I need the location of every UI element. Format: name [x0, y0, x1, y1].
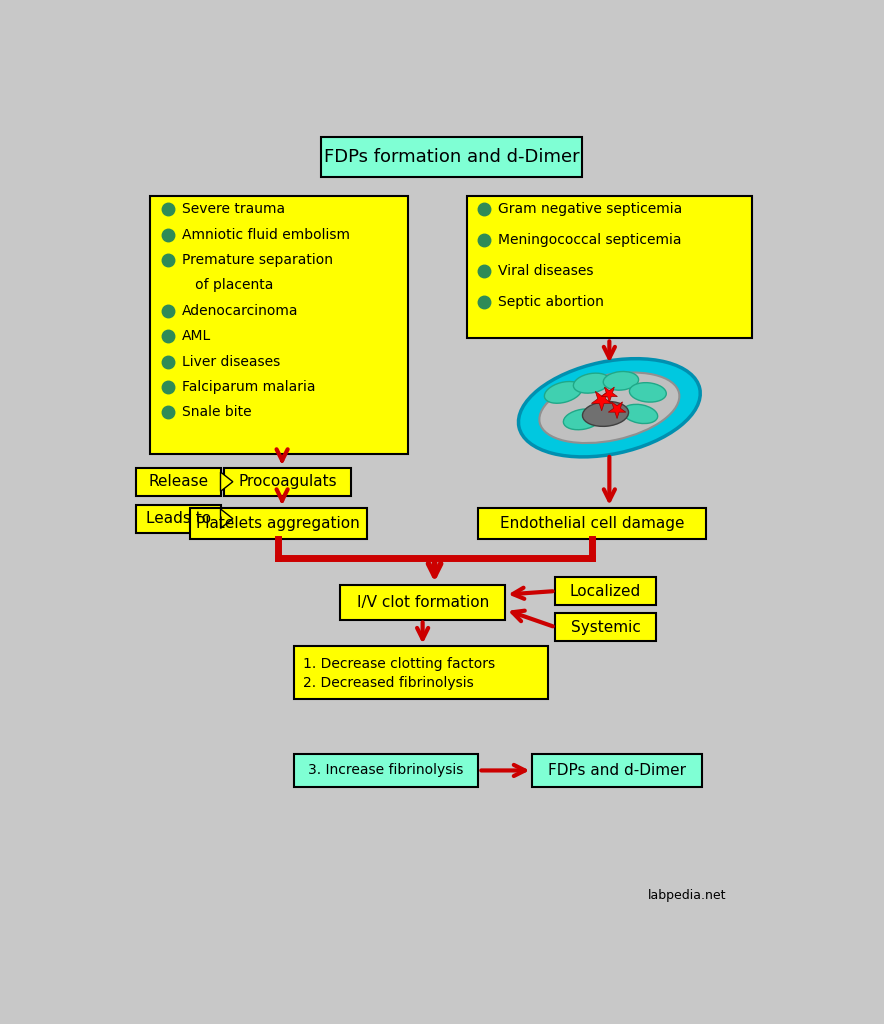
Bar — [478, 508, 705, 539]
Bar — [225, 468, 352, 496]
Text: Adenocarcinoma: Adenocarcinoma — [182, 304, 299, 317]
Bar — [467, 196, 751, 339]
Text: Meningococcal septicemia: Meningococcal septicemia — [498, 232, 682, 247]
Bar — [293, 755, 478, 786]
Ellipse shape — [629, 383, 667, 402]
Text: Snale bite: Snale bite — [182, 406, 252, 420]
Bar — [555, 613, 656, 641]
Bar — [136, 468, 220, 496]
Bar — [339, 585, 506, 620]
Text: Liver diseases: Liver diseases — [182, 354, 280, 369]
Text: Gram negative septicemia: Gram negative septicemia — [498, 202, 682, 216]
Text: Amniotic fluid embolism: Amniotic fluid embolism — [182, 227, 350, 242]
Text: 3. Increase fibrinolysis: 3. Increase fibrinolysis — [309, 764, 464, 777]
Bar — [555, 578, 656, 605]
Text: Leads to: Leads to — [146, 511, 210, 526]
Text: Systemic: Systemic — [570, 620, 640, 635]
Bar — [321, 137, 583, 177]
Ellipse shape — [539, 373, 680, 443]
Ellipse shape — [545, 382, 582, 403]
Text: Platelets aggregation: Platelets aggregation — [196, 516, 360, 530]
Polygon shape — [608, 401, 626, 419]
Bar — [293, 646, 548, 698]
Bar — [136, 505, 220, 532]
Text: Localized: Localized — [570, 584, 641, 599]
Text: 1. Decrease clotting factors: 1. Decrease clotting factors — [303, 656, 495, 671]
Bar — [532, 755, 702, 786]
Text: Viral diseases: Viral diseases — [498, 264, 593, 278]
Ellipse shape — [583, 401, 629, 426]
Polygon shape — [220, 509, 232, 528]
Text: Falciparum malaria: Falciparum malaria — [182, 380, 316, 394]
Polygon shape — [601, 387, 617, 402]
Ellipse shape — [574, 373, 610, 393]
Bar — [149, 196, 408, 454]
Text: 2. Decreased fibrinolysis: 2. Decreased fibrinolysis — [303, 676, 474, 690]
Text: Release: Release — [149, 474, 209, 489]
Ellipse shape — [622, 404, 658, 424]
Text: FDPs and d-Dimer: FDPs and d-Dimer — [548, 763, 686, 778]
Text: Septic abortion: Septic abortion — [498, 295, 604, 308]
Ellipse shape — [519, 358, 700, 457]
Text: Procoagulats: Procoagulats — [239, 474, 337, 489]
Text: Severe trauma: Severe trauma — [182, 202, 286, 216]
Text: of placenta: of placenta — [182, 279, 273, 292]
Bar — [190, 508, 367, 539]
Ellipse shape — [603, 372, 638, 390]
Polygon shape — [591, 391, 612, 411]
Text: labpedia.net: labpedia.net — [648, 889, 727, 902]
Polygon shape — [220, 472, 232, 492]
Ellipse shape — [563, 409, 601, 430]
Text: FDPs formation and d-Dimer: FDPs formation and d-Dimer — [324, 147, 579, 166]
Text: Endothelial cell damage: Endothelial cell damage — [499, 516, 684, 530]
Text: Premature separation: Premature separation — [182, 253, 333, 267]
Text: I/V clot formation: I/V clot formation — [356, 595, 489, 609]
Text: AML: AML — [182, 329, 211, 343]
